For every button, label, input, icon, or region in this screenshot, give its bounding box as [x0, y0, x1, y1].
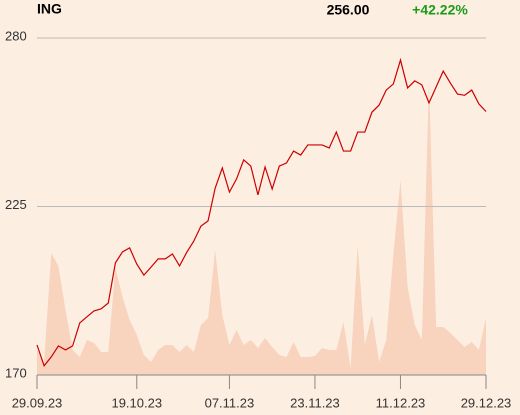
y-tick-label: 170: [5, 365, 27, 380]
y-tick-label: 280: [5, 28, 27, 43]
chart-title: ING: [37, 1, 62, 17]
last-price: 256.00: [327, 2, 370, 18]
x-tick-label: 23.11.23: [290, 395, 340, 410]
x-tick-label: 19.10.23: [111, 395, 162, 410]
x-tick-label: 29.12.23: [461, 395, 512, 410]
x-tick-label: 11.12.23: [376, 395, 426, 410]
x-tick-label: 29.09.23: [12, 395, 63, 410]
price-line: [36, 57, 487, 368]
y-tick-label: 225: [5, 197, 27, 212]
x-tick-label: 07.11.23: [205, 395, 255, 410]
volume-area: [37, 80, 486, 375]
price-change: +42.22%: [412, 2, 468, 18]
